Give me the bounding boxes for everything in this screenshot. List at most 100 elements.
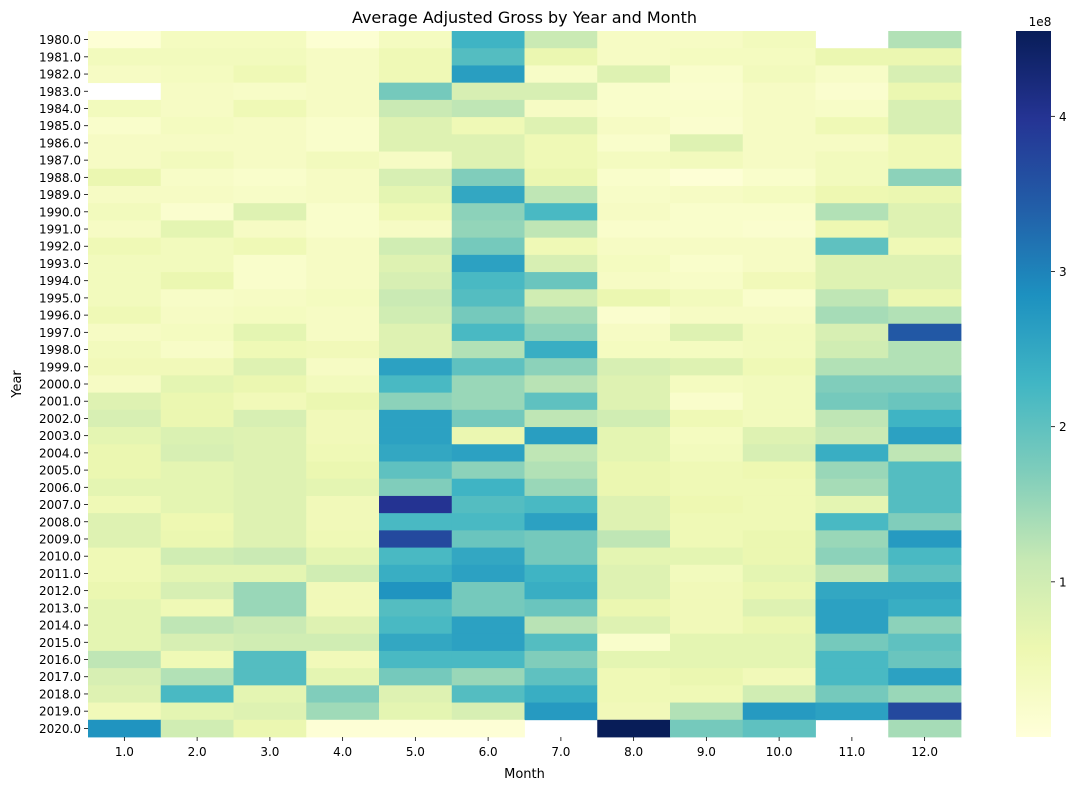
heatmap-cell	[88, 340, 162, 359]
heatmap-cell	[451, 530, 525, 548]
y-tick-label: 2001.0	[39, 395, 81, 409]
heatmap-cell	[160, 668, 234, 686]
heatmap-cell	[597, 237, 671, 256]
heatmap-cell	[524, 237, 598, 256]
heatmap-cell	[742, 633, 816, 652]
heatmap-cell	[815, 685, 889, 703]
heatmap-cell	[524, 547, 598, 566]
heatmap-cell	[888, 99, 962, 118]
heatmap-cell	[597, 323, 671, 342]
y-tick-label: 2019.0	[39, 705, 81, 719]
heatmap-cell	[670, 289, 744, 307]
heatmap-cell	[160, 340, 234, 359]
heatmap-cell	[379, 513, 453, 531]
heatmap-cell	[160, 702, 234, 721]
y-tick-label: 1985.0	[39, 119, 81, 133]
heatmap-cell	[306, 444, 380, 462]
heatmap-cell	[88, 650, 162, 669]
heatmap-cell	[233, 272, 307, 290]
heatmap-cell	[160, 31, 234, 49]
heatmap-cell	[888, 685, 962, 703]
heatmap-cell	[306, 375, 380, 394]
heatmap-cell	[88, 289, 162, 307]
heatmap-cell	[88, 427, 162, 445]
heatmap-cell	[379, 99, 453, 118]
heatmap-cell	[888, 599, 962, 617]
heatmap-cell	[88, 65, 162, 84]
y-axis-ticks: 1980.0 1981.0 1982.0 1983.0 1984.0 1985.0 1986…	[39, 33, 88, 736]
heatmap-cell	[88, 237, 162, 256]
heatmap-cell	[524, 582, 598, 600]
heatmap-cell	[670, 495, 744, 514]
heatmap-cell	[742, 323, 816, 342]
heatmap-cell	[597, 495, 671, 514]
heatmap-cell	[379, 117, 453, 135]
heatmap-cell	[888, 203, 962, 221]
heatmap-cell	[670, 478, 744, 497]
heatmap-cell	[670, 151, 744, 170]
heatmap-cell	[524, 220, 598, 239]
heatmap-cell	[815, 168, 889, 187]
heatmap-cell	[160, 203, 234, 221]
heatmap-cell	[670, 340, 744, 359]
heatmap-cell	[742, 495, 816, 514]
heatmap-cell	[233, 547, 307, 566]
heatmap-cell	[451, 168, 525, 187]
heatmap-cell	[451, 151, 525, 170]
heatmap-cell	[379, 65, 453, 84]
heatmap-cell	[888, 547, 962, 566]
x-axis-label: Month	[504, 767, 545, 782]
heatmap-cell	[451, 340, 525, 359]
heatmap-cell	[670, 203, 744, 221]
heatmap-cell	[88, 151, 162, 170]
heatmap-cell	[742, 82, 816, 101]
heatmap-cell	[233, 650, 307, 669]
heatmap-cell	[233, 530, 307, 548]
heatmap-cell	[233, 185, 307, 204]
heatmap-cell	[597, 185, 671, 204]
heatmap-cell	[742, 719, 816, 738]
heatmap-cell	[670, 272, 744, 290]
heatmap-cell	[742, 306, 816, 325]
heatmap-cell	[597, 220, 671, 239]
heatmap-cell	[451, 685, 525, 703]
heatmap-cell	[815, 306, 889, 325]
heatmap-cell	[597, 719, 671, 738]
heatmap-cell	[88, 513, 162, 531]
heatmap-cell	[160, 513, 234, 531]
heatmap-cell	[524, 530, 598, 548]
heatmap-cell	[888, 82, 962, 101]
heatmap-cell	[670, 306, 744, 325]
heatmap-cell	[306, 168, 380, 187]
heatmap-cell	[451, 237, 525, 256]
heatmap-cell	[888, 461, 962, 480]
heatmap-cell	[233, 151, 307, 170]
heatmap-cell	[888, 719, 962, 738]
heatmap-cell	[233, 220, 307, 239]
heatmap-cell	[306, 547, 380, 566]
heatmap-cell	[670, 599, 744, 617]
heatmap-cell	[306, 220, 380, 239]
heatmap-cell	[233, 237, 307, 256]
y-tick-label: 2018.0	[39, 687, 81, 701]
heatmap-cell	[888, 151, 962, 170]
heatmap-cell	[888, 530, 962, 548]
heatmap-cell	[597, 168, 671, 187]
heatmap-cell	[597, 31, 671, 49]
heatmap-cell	[597, 65, 671, 84]
heatmap-cell	[451, 616, 525, 635]
heatmap-cell	[379, 668, 453, 686]
heatmap-cell	[233, 564, 307, 583]
y-tick-label: 2011.0	[39, 567, 81, 581]
colorbar-tick-label: 4	[1059, 110, 1067, 124]
heatmap-cell	[742, 392, 816, 411]
heatmap-cell	[451, 427, 525, 445]
heatmap-cell	[451, 409, 525, 428]
heatmap-cell	[379, 272, 453, 290]
heatmap-cell	[88, 185, 162, 204]
heatmap-cell	[379, 444, 453, 462]
heatmap-cell	[88, 461, 162, 480]
heatmap-cell	[451, 117, 525, 135]
heatmap-cell	[451, 392, 525, 411]
heatmap-cell	[524, 185, 598, 204]
